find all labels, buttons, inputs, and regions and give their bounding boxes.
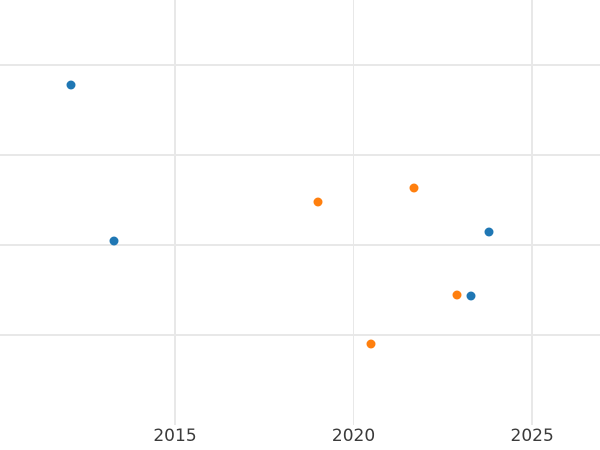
- gridline-y: [0, 333, 600, 336]
- gridline-y: [0, 153, 600, 156]
- x-tick-label-2025: 2025: [510, 426, 554, 446]
- gridline-y: [0, 243, 600, 246]
- scatter-point-blue-series-1: [109, 236, 119, 246]
- gridline-x-2015: [174, 0, 176, 425]
- scatter-point-blue-series-3: [466, 291, 476, 301]
- scatter-point-blue-series-0: [66, 80, 76, 90]
- gridline-y: [0, 63, 600, 66]
- scatter-point-orange-series-3: [366, 339, 376, 349]
- plot-area: [0, 0, 600, 425]
- scatter-point-orange-series-1: [409, 183, 419, 193]
- gridline-x-2020: [352, 0, 355, 425]
- x-tick-label-2015: 2015: [153, 426, 197, 446]
- gridline-x-2025: [531, 0, 533, 425]
- scatter-point-orange-series-0: [313, 197, 323, 207]
- scatter-point-blue-series-2: [484, 227, 494, 237]
- x-tick-label-2020: 2020: [331, 426, 376, 446]
- scatter-point-orange-series-2: [452, 290, 462, 300]
